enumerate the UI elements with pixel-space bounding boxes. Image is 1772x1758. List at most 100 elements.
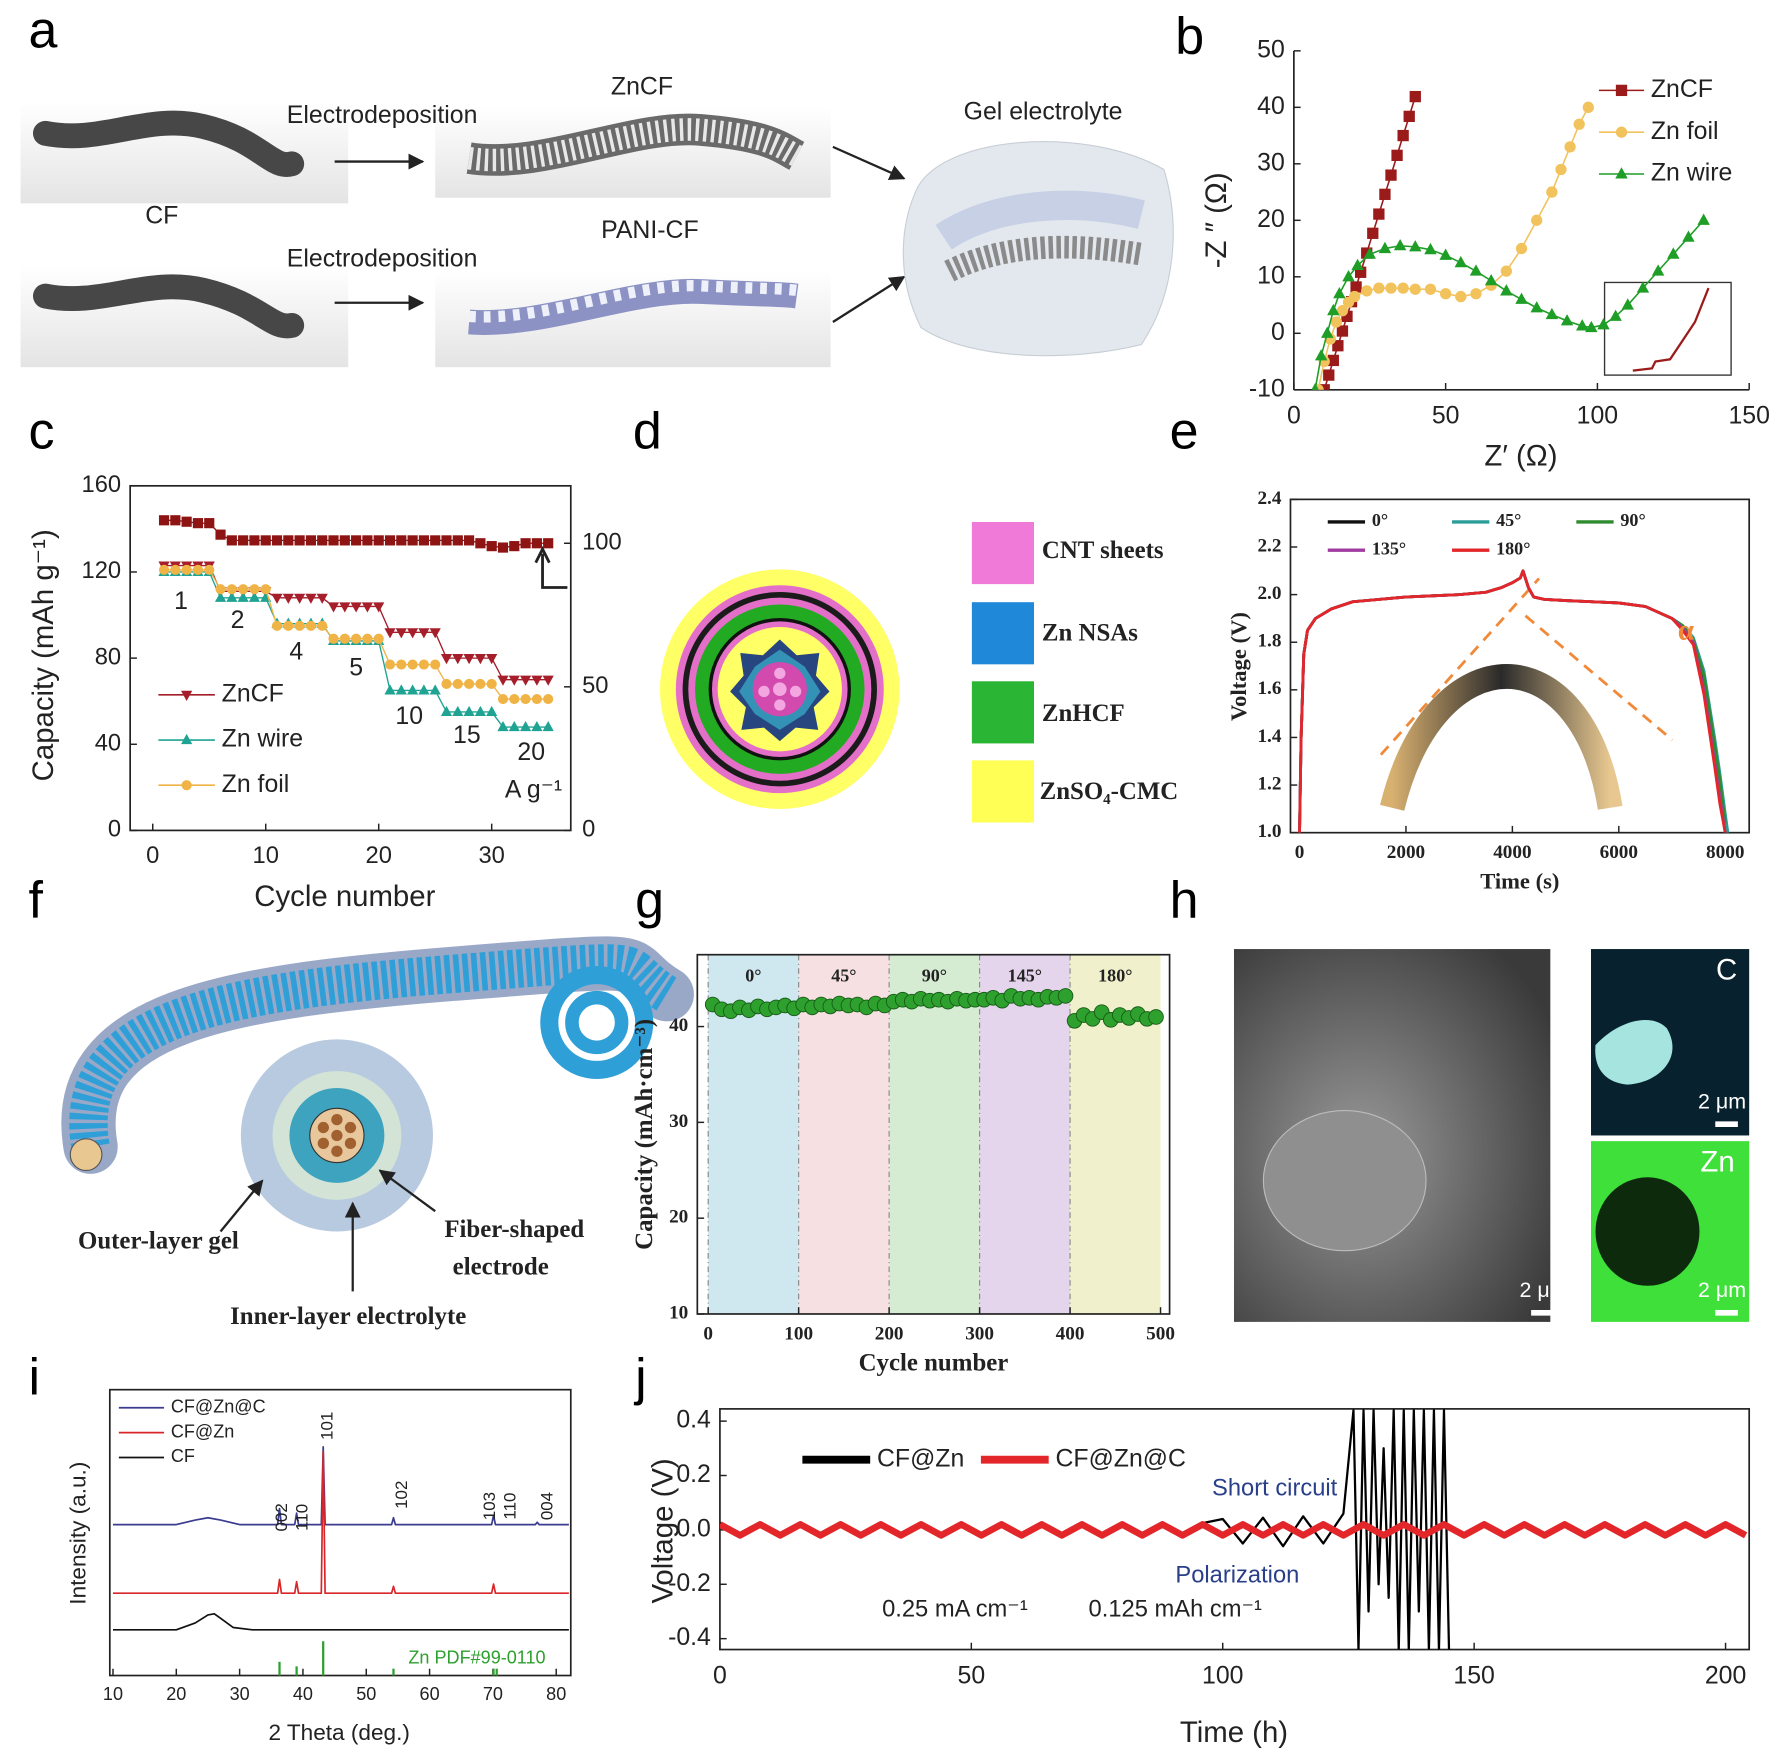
y-tick-label: 20 xyxy=(669,1207,688,1228)
marker xyxy=(418,535,429,546)
x-tick-label: 20 xyxy=(366,843,392,869)
marker xyxy=(1350,281,1362,293)
marker xyxy=(1531,214,1543,226)
y-axis-label: Intensity (a.u.) xyxy=(65,1462,90,1605)
annotation: 0.125 mAh cm⁻¹ xyxy=(1089,1596,1262,1622)
reference-name: Zn PDF#99-0110 xyxy=(408,1647,545,1667)
x-tick-label: 150 xyxy=(1728,403,1769,430)
marker xyxy=(418,628,430,639)
marker xyxy=(519,675,532,686)
marker xyxy=(181,780,192,791)
y-tick-label: 2.4 xyxy=(1257,488,1281,509)
marker xyxy=(1333,286,1346,299)
bent-fiber xyxy=(1380,664,1623,811)
x-axis-label: Z′ (Ω) xyxy=(1484,439,1557,472)
series-line xyxy=(1314,219,1705,390)
x-tick-label: 200 xyxy=(1705,1662,1746,1689)
y-tick-label: -0.4 xyxy=(668,1624,711,1651)
marker xyxy=(1424,283,1437,295)
x-tick-label: 50 xyxy=(356,1684,376,1704)
series-line xyxy=(1298,569,1730,833)
marker xyxy=(396,535,407,546)
cnt-pore xyxy=(789,685,802,698)
panel-letter: e xyxy=(1170,403,1199,461)
axes-frame xyxy=(696,953,1171,1315)
marker xyxy=(1314,349,1328,361)
x-tick-label: 60 xyxy=(420,1684,440,1704)
marker xyxy=(452,705,464,717)
marker xyxy=(464,678,475,690)
marker xyxy=(1148,1009,1164,1025)
fiber xyxy=(69,944,678,1151)
carbon-signal xyxy=(1595,1019,1673,1085)
y-tick-label: -0.2 xyxy=(668,1570,711,1597)
x-tick-label: 30 xyxy=(230,1684,250,1704)
cnt-pore xyxy=(774,699,786,711)
label: Gel electrolyte xyxy=(964,99,1123,126)
marker xyxy=(418,684,430,695)
marker xyxy=(249,584,260,595)
marker xyxy=(1484,273,1498,286)
angle-line xyxy=(1524,614,1674,742)
marker xyxy=(1585,320,1598,333)
series-line xyxy=(719,1521,1748,1539)
marker xyxy=(271,535,283,546)
marker xyxy=(1455,290,1467,303)
marker xyxy=(395,628,407,639)
marker xyxy=(328,535,339,546)
marker xyxy=(339,602,351,613)
marker xyxy=(1385,169,1397,181)
marker xyxy=(328,633,339,644)
plot-area xyxy=(1311,90,1710,390)
legend-label: 0° xyxy=(1372,510,1388,530)
legend-label: 90° xyxy=(1620,510,1645,530)
marker xyxy=(1500,284,1513,296)
legend-label: CF@Zn xyxy=(877,1445,964,1472)
x-tick-label: 100 xyxy=(1202,1662,1243,1689)
y-tick-label: 0.0 xyxy=(676,1515,711,1542)
y-tick-label: 30 xyxy=(669,1111,688,1132)
marker xyxy=(1351,258,1364,271)
label: Electrodeposition xyxy=(287,102,478,129)
y-tick-label: 40 xyxy=(669,1015,688,1036)
marker xyxy=(1403,110,1415,123)
region xyxy=(979,954,1071,1314)
y-axis-label: Capacity (mAh g⁻¹) xyxy=(27,529,60,781)
panel-letter: a xyxy=(28,2,57,60)
marker xyxy=(1367,227,1379,239)
marker xyxy=(170,515,181,526)
carbon-fiber xyxy=(32,110,305,177)
y-tick-label: 10 xyxy=(1257,262,1285,289)
marker xyxy=(282,593,294,604)
plot-area xyxy=(719,1409,1748,1650)
marker xyxy=(1597,318,1610,330)
marker xyxy=(1336,325,1349,337)
x-tick-label: 20 xyxy=(166,1684,186,1704)
y-tick-label: 1.8 xyxy=(1257,631,1281,652)
marker xyxy=(271,593,283,604)
marker xyxy=(317,535,328,546)
marker xyxy=(497,542,509,553)
legend-label: 45° xyxy=(1496,510,1521,530)
marker xyxy=(192,564,204,575)
marker xyxy=(1397,129,1409,142)
y-tick-label: 0.4 xyxy=(676,1407,711,1434)
carbon-fiber xyxy=(32,274,305,339)
annotation: Short circuit xyxy=(1212,1475,1338,1501)
marker xyxy=(181,564,192,575)
y-tick-label: 160 xyxy=(82,472,122,498)
inset-curve xyxy=(1632,287,1710,372)
marker xyxy=(1560,314,1574,326)
inset-frame xyxy=(1603,281,1732,376)
marker xyxy=(1330,316,1343,328)
marker xyxy=(249,535,260,546)
annotation: 20 xyxy=(517,739,545,766)
axes-frame xyxy=(1289,498,1751,834)
map-label: Zn xyxy=(1700,1145,1734,1178)
y-tick-label: 0 xyxy=(108,817,121,843)
arrow xyxy=(832,275,906,323)
legend-label: 135° xyxy=(1372,538,1406,558)
marker xyxy=(181,733,193,745)
marker xyxy=(362,535,373,546)
marker xyxy=(452,678,463,690)
